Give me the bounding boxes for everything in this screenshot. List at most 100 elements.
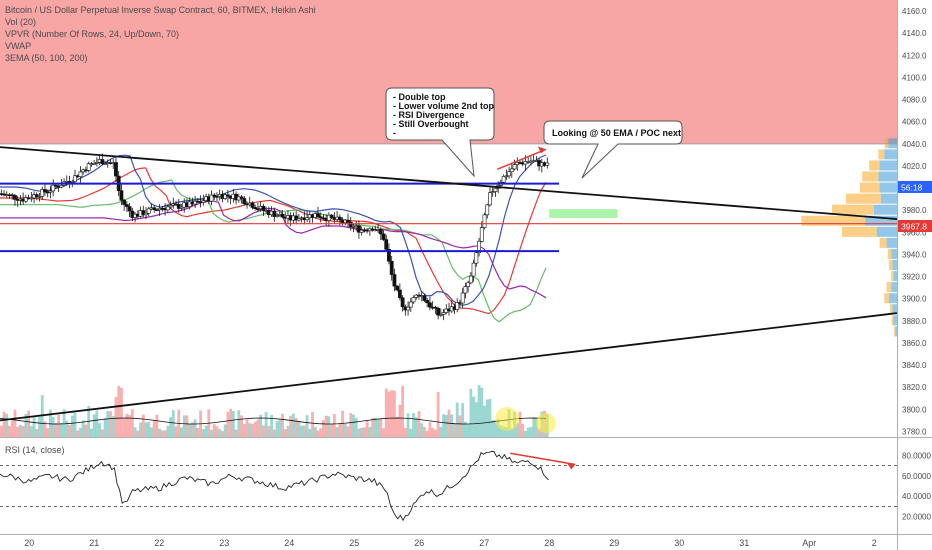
candle-body [86, 163, 91, 171]
poc-price-badge: 3967.8 [898, 220, 932, 232]
volume-bar [248, 423, 252, 437]
volume-bar [308, 428, 312, 437]
volume-bar [275, 421, 279, 437]
callout-double-top[interactable]: - Double top - Lower volume 2nd top - RS… [385, 87, 495, 178]
volume-bar [360, 427, 364, 437]
vpvr-bar-up [878, 171, 897, 182]
volume-bar [160, 430, 164, 437]
volume-bar [420, 423, 424, 437]
volume-bar [204, 425, 208, 437]
volume-bar [166, 425, 170, 437]
volume-bar [294, 418, 298, 437]
volume-bar [423, 427, 426, 437]
volume-bar [485, 399, 489, 437]
vpvr-bar-down [878, 149, 885, 160]
volume-bar [272, 429, 276, 437]
vpvr-bar-down [832, 204, 874, 215]
callout-ema-poc[interactable]: Looking @ 50 EMA / POC next [543, 120, 683, 179]
volume-bar [240, 415, 243, 437]
volume-bar [171, 410, 175, 437]
price-tick-label: 4040.0 [902, 140, 927, 149]
candle-body [127, 206, 132, 212]
candle-body [122, 200, 127, 205]
volume-bar [51, 416, 55, 437]
volume-bar [19, 424, 22, 437]
candle-body [408, 301, 413, 308]
volume-bar [480, 387, 484, 437]
rsi-tick-label: 40.0000 [902, 492, 931, 501]
volume-bar [311, 411, 314, 437]
chart-title: Bitcoin / US Dollar Perpetual Inverse Sw… [5, 5, 316, 15]
time-tick-label: 21 [89, 538, 99, 548]
volume-bar [103, 417, 107, 437]
volume-bar [180, 427, 183, 437]
candle-body [357, 225, 361, 233]
candle-body [512, 164, 517, 170]
volume-bar [13, 409, 17, 437]
volume-bar [163, 430, 167, 437]
rsi-pane [0, 450, 897, 522]
candle-body [141, 210, 146, 216]
candle-body [294, 215, 299, 221]
volume-bar [234, 429, 238, 437]
trendline-upper [0, 146, 898, 220]
volume-bar [122, 418, 126, 437]
candle-body [395, 285, 400, 291]
volume-bar [349, 413, 353, 437]
candle-body [436, 308, 441, 316]
volume-bar [403, 428, 407, 437]
vpvr-bar-down [869, 160, 880, 171]
volume-bar [510, 428, 514, 437]
volume-bar [466, 424, 470, 437]
vpvr-bar-down [884, 293, 889, 304]
candle-body [488, 192, 492, 206]
volume-bar [472, 396, 475, 437]
price-tick-label: 3820.0 [902, 383, 927, 392]
volume-bar [188, 423, 192, 437]
candle-body [100, 159, 105, 164]
price-tick-label: 3860.0 [902, 339, 927, 348]
volume-bar [196, 427, 200, 437]
candle-body [346, 219, 350, 223]
candle-body [485, 204, 490, 216]
drawn-levels[interactable] [0, 146, 898, 433]
price-tick-label: 4160.0 [902, 7, 927, 16]
volume-bar [27, 410, 30, 437]
vpvr-bar-up [892, 259, 897, 271]
volume-bar [253, 421, 257, 437]
volume-bar [218, 428, 222, 437]
volume-bar [215, 426, 219, 437]
candle-body [326, 214, 331, 221]
target-zone [549, 209, 618, 218]
volume-bar [125, 413, 129, 437]
volume-bar [16, 426, 20, 437]
volume-bar [70, 415, 74, 437]
vpvr-bar-up [876, 226, 897, 237]
volume-bar [283, 429, 287, 437]
time-tick-label: Apr [802, 538, 816, 548]
volume-bar [73, 412, 77, 437]
vpvr-bar-down [886, 282, 892, 293]
volume-bar [300, 425, 303, 437]
candle-body [34, 194, 39, 198]
candle-body [441, 312, 446, 315]
vpvr-bar-down [890, 304, 893, 315]
volume-bar [251, 423, 254, 437]
candle-body [545, 162, 550, 166]
candle-body [316, 213, 320, 217]
volume-bar [10, 420, 14, 437]
candle-body [466, 282, 471, 287]
current-price-badge: 56:18 [898, 181, 932, 193]
candle-body [223, 194, 228, 199]
volume-bar [439, 426, 443, 437]
volume-bar [316, 430, 320, 437]
volume-bar [231, 410, 235, 437]
poc-price-text: 3967.8 [901, 222, 927, 232]
vpvr-bar-up [891, 282, 897, 293]
candle-body [329, 214, 334, 218]
volume-bar [393, 390, 396, 437]
candle-body [176, 203, 181, 209]
volume-bar [32, 416, 36, 437]
candle-body [253, 207, 258, 209]
